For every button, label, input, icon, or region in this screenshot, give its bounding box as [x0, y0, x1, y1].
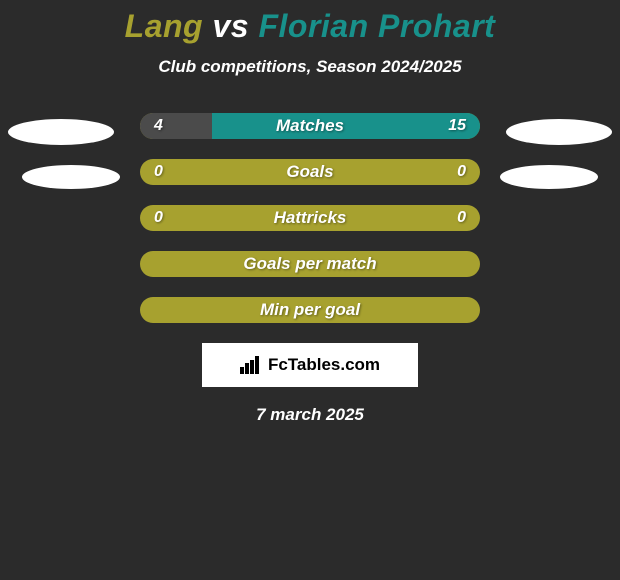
stat-label: Matches [140, 113, 480, 139]
stat-label: Goals per match [140, 251, 480, 277]
avatar-placeholder-b1 [506, 119, 612, 145]
avatar-placeholder-b2 [500, 165, 598, 189]
subtitle: Club competitions, Season 2024/2025 [0, 57, 620, 77]
stat-label: Hattricks [140, 205, 480, 231]
bar-chart-icon [240, 356, 262, 374]
player-a-name: Lang [125, 8, 203, 44]
stat-label: Goals [140, 159, 480, 185]
brand-box: FcTables.com [202, 343, 418, 387]
stat-bar: 00Goals [140, 159, 480, 185]
brand-text: FcTables.com [268, 355, 380, 375]
stat-bar: 00Hattricks [140, 205, 480, 231]
date-text: 7 march 2025 [0, 405, 620, 425]
comparison-area: 415Matches 00Goals 00Hattricks Goals per ma… [0, 113, 620, 323]
avatar-placeholder-a1 [8, 119, 114, 145]
stat-bar: Min per goal [140, 297, 480, 323]
stat-label: Min per goal [140, 297, 480, 323]
stat-bars: 415Matches 00Goals 00Hattricks Goals per ma… [140, 113, 480, 323]
avatar-placeholder-a2 [22, 165, 120, 189]
vs-text: vs [212, 8, 249, 44]
page-root: Lang vs Florian Prohart Club competition… [0, 0, 620, 580]
player-b-name: Florian Prohart [258, 8, 495, 44]
page-title: Lang vs Florian Prohart [0, 8, 620, 45]
stat-bar: Goals per match [140, 251, 480, 277]
stat-bar: 415Matches [140, 113, 480, 139]
